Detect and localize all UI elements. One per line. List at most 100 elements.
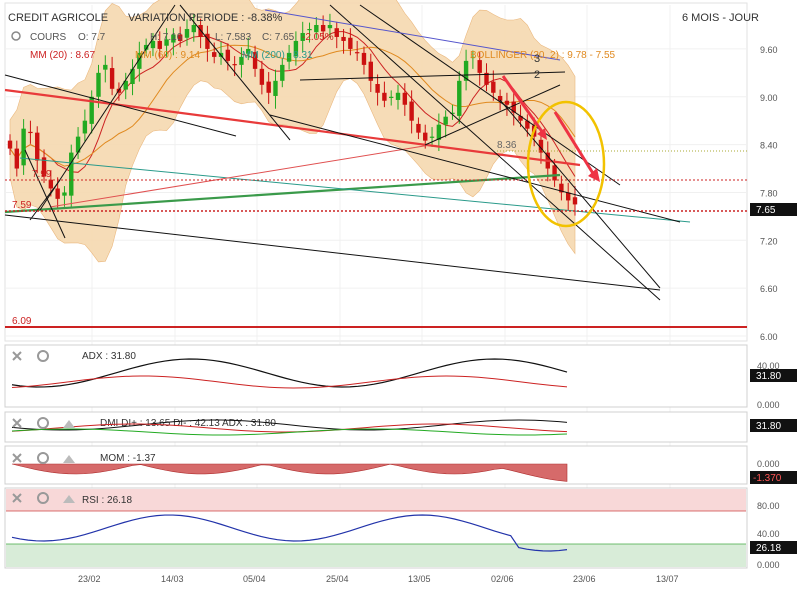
- legend-bollinger: BOLLINGER (20, 2) : 9.78 - 7.55: [470, 50, 616, 61]
- candle-body: [504, 100, 510, 105]
- trend-line: [329, 4, 661, 301]
- adx-axis-top: 40.00: [757, 361, 780, 371]
- candle-body: [450, 112, 455, 114]
- wave-label-2: 2: [534, 69, 540, 81]
- candle-body: [300, 32, 305, 41]
- candle-body: [559, 183, 564, 193]
- candle-body: [14, 148, 20, 169]
- rsi-axis-80: 80.00: [757, 501, 780, 511]
- rsi-gear-icon[interactable]: [37, 492, 49, 504]
- candle-body: [565, 192, 571, 201]
- dmi-label: DMI DI+ : 13.65 DI- : 42.13 ADX : 31.80: [100, 418, 276, 429]
- rsi-line: [11, 514, 568, 552]
- candle-body: [293, 40, 299, 57]
- candle-body: [320, 25, 326, 32]
- candle-body: [123, 80, 128, 90]
- candle-body: [484, 72, 489, 85]
- candle-body: [252, 52, 258, 69]
- mom-area: [11, 463, 568, 482]
- candle-body: [416, 123, 421, 133]
- candle-body: [143, 44, 149, 50]
- dmi-up-icon[interactable]: [63, 420, 75, 428]
- level-label-836: 8.36: [497, 140, 517, 151]
- arrow-down-head: [537, 128, 547, 140]
- legend-change: -2.05%: [302, 32, 334, 43]
- candle-body: [191, 25, 196, 33]
- arrow-target-head: [588, 168, 600, 182]
- candle-body: [171, 34, 176, 43]
- candle-body: [7, 140, 13, 149]
- rsi-tag: [750, 541, 797, 554]
- candle-body: [409, 101, 414, 121]
- candle-body: [69, 152, 74, 196]
- trend-line: [39, 4, 176, 211]
- mom-up-icon[interactable]: [63, 455, 75, 463]
- candle-body: [402, 92, 408, 105]
- arrow-target-line: [553, 111, 596, 176]
- date-tick: 13/05: [408, 574, 431, 584]
- candle-body: [41, 157, 47, 177]
- settings-icon[interactable]: [11, 31, 21, 41]
- candle-body: [436, 124, 442, 140]
- rsi-close-icon[interactable]: [12, 493, 22, 503]
- dmi-close-icon[interactable]: [12, 418, 22, 428]
- candle-body: [497, 95, 503, 101]
- candle-body: [35, 132, 40, 161]
- instrument-title: CREDIT AGRICOLE: [8, 12, 108, 24]
- adx-gear-icon[interactable]: [37, 350, 49, 362]
- candle-body: [361, 52, 367, 65]
- trend-line: [264, 9, 561, 61]
- panel-icons: [12, 350, 75, 504]
- level-label-759: 7.59: [12, 200, 32, 211]
- adx-close-icon[interactable]: [12, 351, 22, 361]
- candle-body: [48, 179, 54, 189]
- adx-red-line: [11, 375, 568, 389]
- dmi-tag: [750, 419, 797, 432]
- candle-body: [28, 131, 33, 134]
- candle-body: [354, 52, 360, 54]
- date-tick: 05/04: [243, 574, 266, 584]
- candle-body: [463, 60, 469, 81]
- candle-body: [157, 40, 162, 49]
- mom-tag-text: -1.370: [753, 473, 782, 484]
- candle-body: [341, 36, 346, 41]
- dmi-plus-line: [11, 428, 568, 436]
- timeframe-label: 6 MOIS - JOUR: [682, 12, 759, 24]
- legend-open: O: 7.7: [78, 32, 106, 43]
- annotations: 7.99 7.59 8.36 6.09 3 2 7.65: [5, 53, 797, 328]
- candle-body: [307, 28, 312, 31]
- trend-line: [4, 173, 561, 214]
- rsi-up-icon[interactable]: [63, 495, 75, 503]
- price-tick: 8.40: [760, 141, 778, 151]
- mom-gear-icon[interactable]: [37, 452, 49, 464]
- variation-label: VARIATION PERIODE : -8.38%: [128, 12, 282, 24]
- candle-body: [538, 139, 544, 153]
- candle-body: [55, 188, 60, 199]
- trend-line: [299, 71, 566, 81]
- dmi-tag-text: 31.80: [756, 421, 781, 432]
- adx-line: [11, 358, 568, 388]
- candle-body: [266, 81, 271, 93]
- dmi-gear-icon[interactable]: [37, 417, 49, 429]
- mom-label: MOM : -1.37: [100, 453, 156, 464]
- legend-mm20: MM (20) : 8.67: [30, 50, 95, 61]
- candle-body: [280, 64, 285, 81]
- trend-line: [4, 214, 661, 291]
- candle-body: [225, 49, 231, 61]
- candle-body: [572, 197, 578, 205]
- candle-body: [96, 72, 101, 97]
- adx-tag: [750, 369, 797, 382]
- candle-body: [232, 64, 237, 66]
- date-tick: 25/04: [326, 574, 349, 584]
- candle-body: [150, 40, 156, 49]
- mom-close-icon[interactable]: [12, 453, 22, 463]
- price-tick: 7.80: [760, 188, 778, 198]
- date-axis: 23/02 14/03 05/04 25/04 13/05 02/06 23/06 13/07: [78, 574, 679, 584]
- candle-body: [423, 132, 428, 141]
- wave-label-3: 3: [534, 53, 540, 65]
- rsi-tag-text: 26.18: [756, 543, 781, 554]
- last-price-tag-text: 7.65: [756, 205, 776, 216]
- legend-close: C: 7.65: [262, 32, 295, 43]
- candle-body: [368, 61, 373, 81]
- adx-axis-bottom: 0.000: [757, 400, 780, 410]
